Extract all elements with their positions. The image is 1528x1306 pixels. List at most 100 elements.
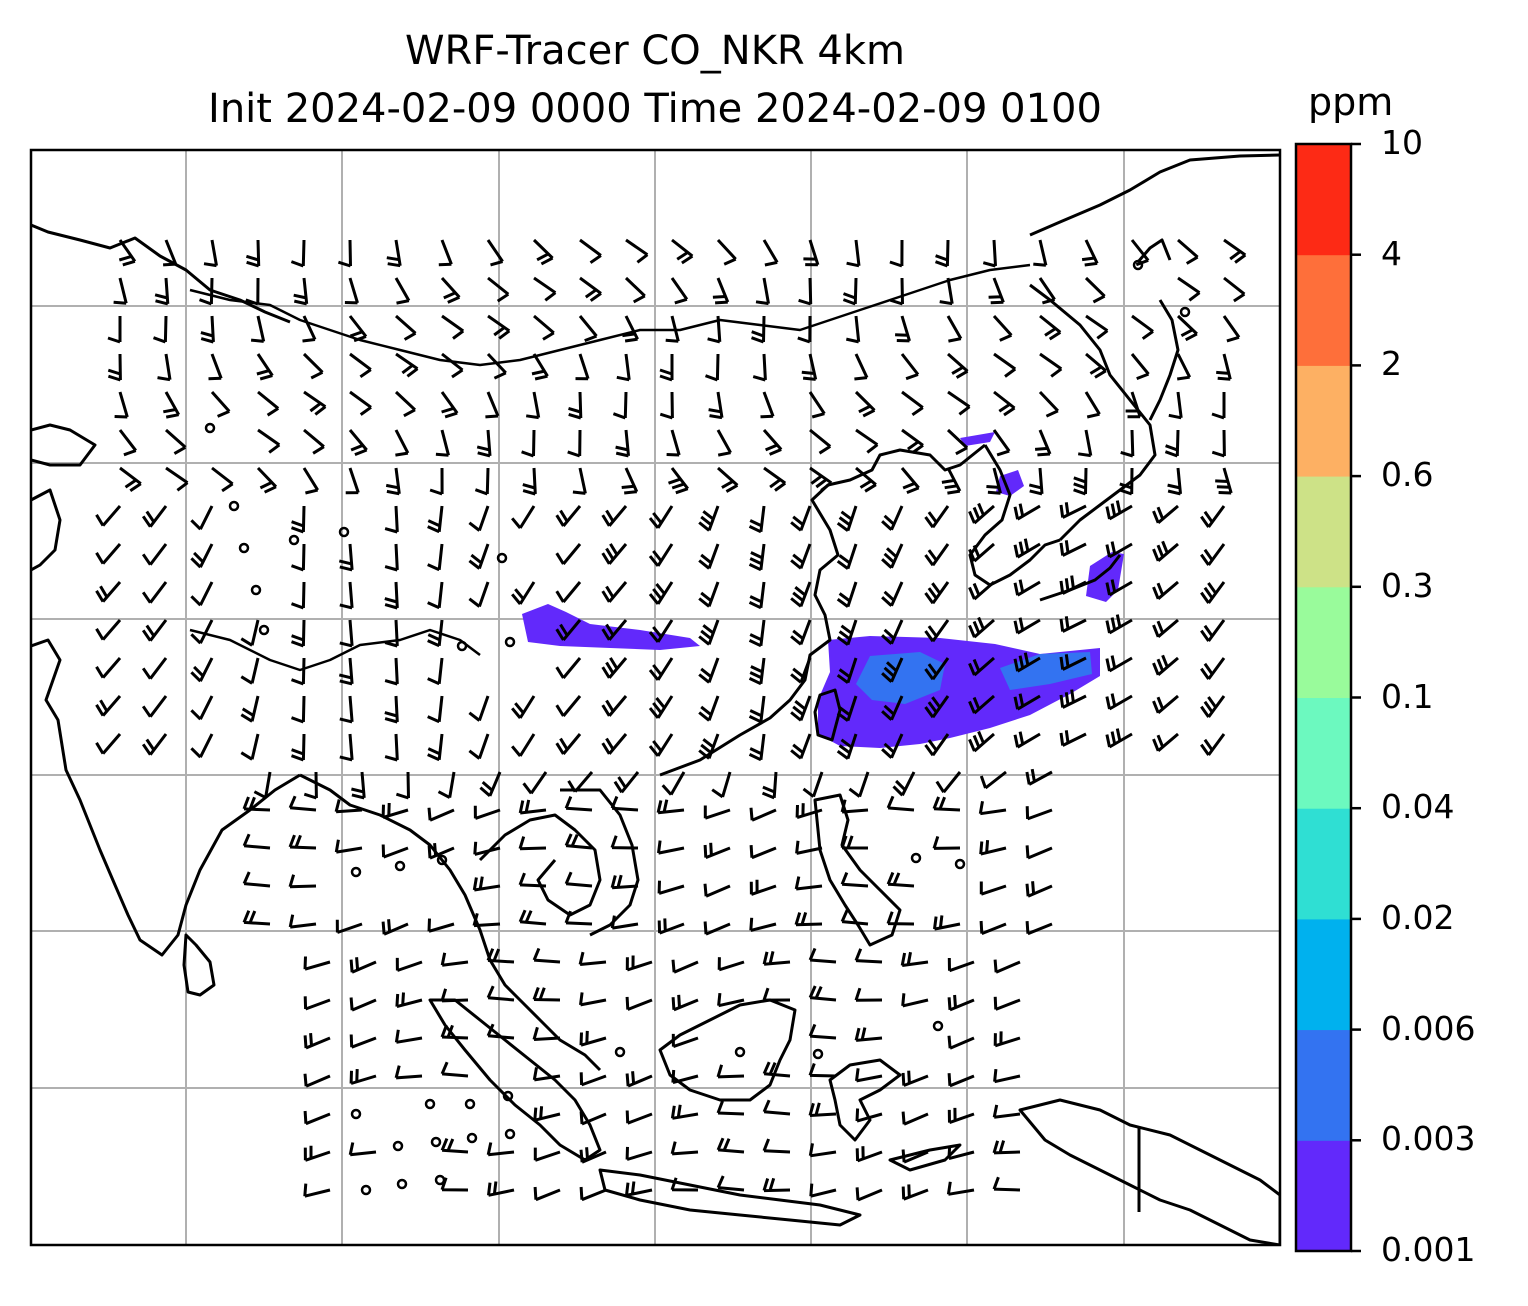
wind-barb (437, 771, 456, 799)
wind-barb (1152, 654, 1179, 676)
wind-barb (303, 1183, 331, 1198)
wind-barb (190, 695, 214, 721)
coastline-srilanka (182, 933, 216, 997)
wind-barb (303, 771, 318, 800)
wind-barb (982, 239, 997, 268)
wind-barb (564, 833, 593, 850)
wind-barb (703, 883, 731, 898)
colorbar-segment (1296, 144, 1351, 256)
wind-barb (564, 871, 593, 888)
wind-barb (615, 429, 630, 458)
wind-barb (802, 771, 824, 798)
wind-barb (141, 543, 168, 566)
wind-barb (386, 239, 402, 268)
wind-barb (846, 239, 861, 268)
wind-barb (993, 1068, 1021, 1084)
wind-barb (533, 1106, 561, 1122)
wind-barb (748, 619, 766, 648)
wind-barb (1215, 467, 1233, 495)
wind-barb (1059, 689, 1087, 709)
wind-barb (288, 914, 317, 929)
wind-barb (555, 657, 582, 679)
calm-wind-marker (502, 1090, 514, 1102)
wind-barb (303, 956, 331, 971)
coastline-arabia-persia (31, 223, 291, 572)
wind-barb (1038, 390, 1059, 418)
wind-barb (288, 834, 317, 850)
wind-barb (610, 835, 639, 850)
wind-barb (344, 277, 359, 305)
wind-barb (798, 277, 813, 306)
wind-barb (1152, 732, 1179, 752)
wind-barb (240, 695, 260, 723)
wind-barb (666, 429, 681, 457)
wind-barb (511, 695, 536, 719)
colorbar-tick-label: 0.1 (1381, 676, 1434, 716)
wind-barb (671, 238, 694, 265)
wind-barb (339, 733, 354, 762)
wind-barb (579, 1186, 607, 1202)
wind-barb (579, 992, 607, 1007)
wind-barb (345, 467, 360, 495)
wind-barb (486, 948, 515, 964)
wind-barb (808, 391, 826, 419)
coastline-java (598, 1168, 862, 1227)
wind-barb (854, 987, 883, 1002)
wind-barb (1059, 654, 1087, 671)
wind-barb (1164, 429, 1180, 458)
wind-barb (716, 429, 732, 457)
colorbar-tick-label: 0.3 (1381, 565, 1434, 605)
wind-barb (532, 238, 554, 266)
wind-barb (190, 505, 214, 531)
wind-barb (427, 505, 444, 534)
wind-barb (752, 353, 767, 382)
calm-wind-marker (504, 1128, 516, 1140)
wind-barb (384, 581, 399, 610)
wind-barb (716, 1175, 745, 1192)
wind-barb (748, 657, 766, 686)
plume-fragment (960, 432, 995, 446)
wind-barb (1120, 429, 1135, 458)
wind-barb (290, 733, 306, 762)
wind-barb (349, 957, 377, 974)
colorbar-segment (1296, 476, 1351, 588)
wind-barb (716, 238, 737, 266)
colorbar-tick-label: 0.6 (1381, 455, 1434, 495)
wind-barb (302, 315, 317, 343)
wind-barb (1013, 538, 1041, 559)
wind-barb (698, 505, 720, 532)
border-himalaya (189, 628, 481, 672)
wind-barb (900, 353, 920, 381)
calm-wind-marker (1179, 306, 1191, 318)
wind-barb (1211, 392, 1226, 420)
wind-barb (290, 695, 306, 724)
wind-barb (946, 1181, 975, 1196)
wind-barb (947, 994, 975, 1012)
calm-wind-marker (250, 584, 262, 596)
wind-barb (601, 619, 628, 641)
wind-barb (579, 1072, 607, 1087)
wind-barb (924, 505, 950, 529)
wind-barb (303, 390, 327, 416)
wind-barb (661, 771, 686, 796)
wind-barb (671, 994, 699, 1012)
wind-barb (1176, 314, 1198, 342)
wind-barb (579, 1030, 607, 1047)
wind-barb (665, 315, 680, 343)
plume-main-east-china (818, 636, 1100, 748)
wind-barb (521, 429, 536, 458)
wind-barb (293, 277, 309, 306)
colorbar-tick-label: 0.001 (1381, 1230, 1476, 1269)
calm-wind-marker (436, 854, 448, 866)
coastline-myanmar-thai (299, 773, 602, 1072)
wind-barb (716, 1137, 745, 1154)
colorbar-segment (1296, 1140, 1351, 1252)
wind-barb (95, 695, 122, 717)
wind-barb (855, 428, 879, 454)
wind-barb (790, 657, 812, 684)
calm-wind-marker (350, 866, 362, 878)
wind-barb (1200, 695, 1226, 718)
wind-barb (532, 986, 561, 1002)
wind-barb (1085, 314, 1109, 340)
wind-barb (932, 796, 961, 812)
